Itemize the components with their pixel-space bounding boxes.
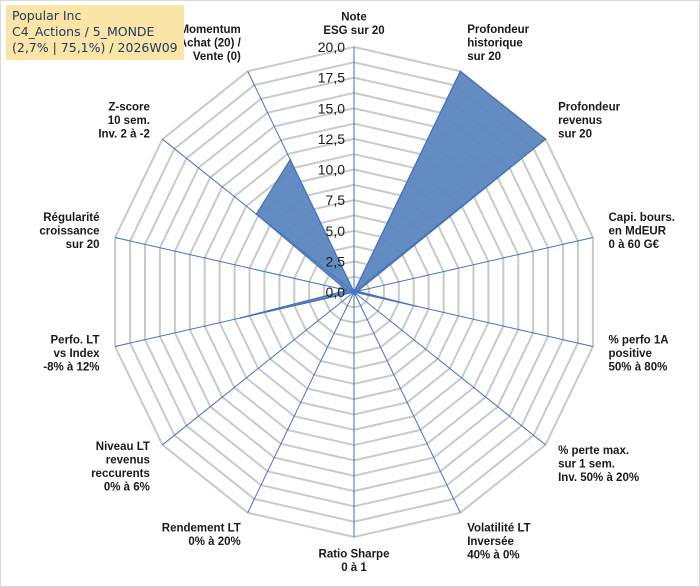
axis-label-line: Vente (0) xyxy=(193,51,241,63)
axis-label: Profondeur historique sur 20 xyxy=(467,24,529,63)
axis-label-line: % perfo 1A xyxy=(609,335,669,347)
axis-label-line: Rendement LT xyxy=(162,523,241,535)
radial-tick-label: 7,5 xyxy=(326,192,346,208)
axis-label-line: Ratio Sharpe xyxy=(319,549,390,561)
axis-spoke xyxy=(114,237,355,293)
axis-spoke xyxy=(353,138,546,293)
axis-label-line: 0% à 6% xyxy=(104,482,150,494)
axis-label-line: 0% à 20% xyxy=(188,536,240,548)
title-line-category: C4_Actions / 5_MONDE xyxy=(12,24,155,39)
axis-label-line: 40% à 0% xyxy=(467,550,519,562)
axis-label-line: sur 20 xyxy=(66,239,100,251)
axis-label: Ratio Sharpe 0 à 1 xyxy=(319,549,390,575)
radial-tick-label: 15,0 xyxy=(318,100,345,116)
axis-label-line: % perte max. xyxy=(558,445,629,457)
axis-label-line: Note xyxy=(341,12,367,24)
axis-label: Capi. bours. en MdEUR 0 à 60 G€ xyxy=(609,212,675,251)
axis-label-line: Inv. 2 à -2 xyxy=(98,129,150,141)
axis-label-line: sur 1 sem. xyxy=(558,458,615,470)
axis-label-line: revenus xyxy=(106,455,150,467)
axis-label-line: Perfo. LT xyxy=(51,335,100,347)
axis-label-line: ESG sur 20 xyxy=(323,25,384,37)
axis-label-line: Profondeur xyxy=(467,24,529,36)
axis-label-line: reccurents xyxy=(91,468,150,480)
axis-label-line: Régularité xyxy=(43,212,99,224)
axis-label: Rendement LT 0% à 20% xyxy=(162,523,241,549)
axis-spoke xyxy=(353,71,461,293)
axis-spoke xyxy=(162,138,355,293)
axis-label-line: Momentum xyxy=(179,24,240,36)
title-line-stats: (2,7% | 75,1%) / 2026W09 xyxy=(12,40,178,55)
radial-tick-label: 10,0 xyxy=(318,162,345,178)
axis-spokes xyxy=(114,47,594,537)
axis-labels: Note ESG sur 20 Profondeur historique sur 20… xyxy=(39,12,675,575)
axis-label-line: 50% à 80% xyxy=(609,362,668,374)
radial-tick-label: 2,5 xyxy=(326,253,346,269)
axis-label: Momentum Achat (20) / Vente (0) xyxy=(179,24,242,63)
axis-label: Perfo. LT vs Index -8% à 12% xyxy=(43,335,100,374)
axis-label-line: Profondeur xyxy=(558,102,620,114)
radial-tick-label: 12,5 xyxy=(318,131,345,147)
axis-label: Régularité croissance sur 20 xyxy=(39,212,99,251)
title-line-company: Popular Inc xyxy=(12,8,82,23)
axis-label: % perfo 1A positive 50% à 80% xyxy=(609,335,669,374)
radial-tick-label: 20,0 xyxy=(318,39,345,55)
axis-label-line: en MdEUR xyxy=(609,226,667,238)
axis-label-line: Niveau LT xyxy=(96,441,150,453)
axis-spoke xyxy=(162,291,355,446)
axis-label-line: Inversée xyxy=(467,536,514,548)
axis-label-line: 10 sem. xyxy=(108,115,150,127)
radial-tick-label: 17,5 xyxy=(318,70,345,86)
axis-label-line: vs Index xyxy=(53,348,100,360)
axis-spoke xyxy=(353,291,594,347)
axis-label-line: Volatilité LT xyxy=(467,523,530,535)
chart-title-box: Popular Inc C4_Actions / 5_MONDE (2,7% |… xyxy=(6,5,184,60)
axis-label-line: Capi. bours. xyxy=(609,212,675,224)
radial-tick-labels: 0,0 2,5 5,0 7,5 10,0 12,5 15,0 17,5 20,0 xyxy=(318,39,345,300)
axis-label: Z-score 10 sem. Inv. 2 à -2 xyxy=(98,102,150,141)
axis-label: Niveau LT revenus reccurents 0% à 6% xyxy=(91,441,150,494)
radial-tick-label: 0,0 xyxy=(326,284,346,300)
axis-label-line: -8% à 12% xyxy=(43,362,99,374)
axis-label-line: 0 à 60 G€ xyxy=(609,239,660,251)
axis-label-line: Inv. 50% à 20% xyxy=(558,472,639,484)
axis-label-line: Z-score xyxy=(108,102,150,114)
axis-label-line: positive xyxy=(609,348,652,360)
axis-label-line: historique xyxy=(467,37,523,49)
axis-label: % perte max. sur 1 sem. Inv. 50% à 20% xyxy=(558,445,639,484)
axis-label: Profondeur revenus sur 20 xyxy=(558,102,620,141)
radial-tick-label: 5,0 xyxy=(326,223,346,239)
axis-label-line: Achat (20) / xyxy=(179,37,242,49)
axis-spoke xyxy=(353,291,546,446)
axis-spoke xyxy=(353,237,594,293)
axis-label-line: croissance xyxy=(39,226,99,238)
axis-label: Note ESG sur 20 xyxy=(323,12,384,38)
axis-label-line: sur 20 xyxy=(558,129,592,141)
axis-label-line: revenus xyxy=(558,115,602,127)
axis-label-line: 0 à 1 xyxy=(341,562,367,574)
axis-label: Volatilité LT Inversée 40% à 0% xyxy=(467,523,530,562)
axis-spoke xyxy=(114,291,355,347)
axis-spoke xyxy=(247,71,355,293)
axis-label-line: sur 20 xyxy=(467,51,501,63)
axis-spoke xyxy=(353,291,461,513)
axis-spoke xyxy=(247,291,355,513)
